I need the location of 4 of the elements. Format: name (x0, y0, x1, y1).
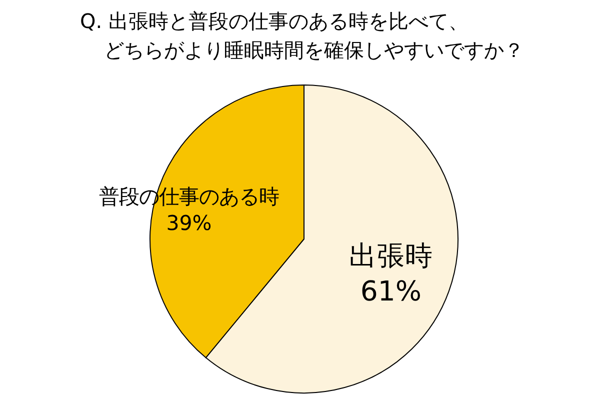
slice-label: 出張時 (348, 240, 433, 272)
data-label: 39% (166, 211, 212, 236)
chart-title: Q. 出張時と普段の仕事のある時を比べて、どちらがより睡眠時間を確保しやすいですか？ (80, 9, 524, 62)
data-label: 61% (360, 276, 422, 308)
